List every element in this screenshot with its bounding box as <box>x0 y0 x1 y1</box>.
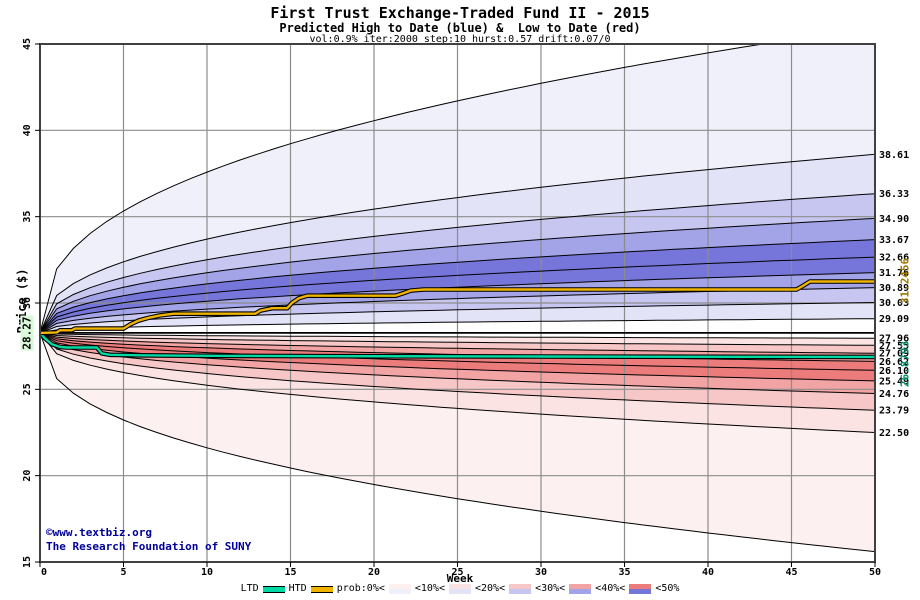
svg-text:40: 40 <box>702 567 714 578</box>
legend-band-label-1: <20%< <box>474 583 506 594</box>
x-axis-label: Week <box>446 572 474 585</box>
legend-band-label-4: <50% <box>655 583 680 594</box>
svg-text:36.33: 36.33 <box>879 189 909 200</box>
legend-ltd-swatch <box>262 585 285 593</box>
svg-text:33.67: 33.67 <box>879 235 909 246</box>
chart-subtitle: Predicted High to Date (blue) & Low to D… <box>279 21 641 35</box>
svg-text:20: 20 <box>368 567 380 578</box>
probability-bands <box>40 44 875 562</box>
svg-text:35: 35 <box>618 567 630 578</box>
simulation-params: vol:0.9% iter:2000 step:10 hurst:0.57 dr… <box>309 34 611 45</box>
legend-prob-label: prob:0%< <box>336 583 385 594</box>
svg-text:10: 10 <box>201 567 213 578</box>
svg-text:45: 45 <box>785 567 797 578</box>
legend-band-label-0: <10%< <box>414 583 445 594</box>
svg-text:27.96: 27.96 <box>879 334 909 345</box>
right-axis-labels: 38.61 36.33 34.90 33.67 32.66 31.76 30.89 30.03… <box>879 150 909 439</box>
legend-band-swatch-0 <box>388 584 411 594</box>
htd-line <box>40 279 875 336</box>
svg-text:0: 0 <box>41 567 47 578</box>
svg-text:45: 45 <box>22 38 33 50</box>
svg-text:38.61: 38.61 <box>879 150 909 161</box>
svg-text:30: 30 <box>22 297 33 309</box>
legend-htd-swatch <box>310 585 333 593</box>
svg-text:32.66: 32.66 <box>879 253 909 264</box>
svg-text:27.55: 27.55 <box>879 341 909 352</box>
svg-text:34.90: 34.90 <box>879 214 909 225</box>
ltd-line <box>40 331 875 360</box>
svg-text:15: 15 <box>284 567 296 578</box>
svg-text:26.10: 26.10 <box>879 366 909 377</box>
svg-text:25: 25 <box>22 383 33 395</box>
svg-text:25: 25 <box>451 567 463 578</box>
axis-tick-labels: 0 5 10 15 20 25 30 35 40 45 50 15 20 25 30 35 40 45 <box>22 38 881 578</box>
svg-text:15: 15 <box>22 556 33 568</box>
svg-text:27.09: 27.09 <box>879 349 909 360</box>
svg-text:40: 40 <box>22 124 33 136</box>
svg-text:30.03: 30.03 <box>879 298 909 309</box>
legend-band-label-3: <40%< <box>595 583 626 594</box>
watermark-line1: ©www.textbiz.org <box>46 526 152 539</box>
start-price-label: 28.27 <box>20 315 34 351</box>
svg-text:30: 30 <box>535 567 547 578</box>
legend-band-swatch-4 <box>629 584 652 594</box>
svg-text:31.76: 31.76 <box>879 268 909 279</box>
svg-text:24.76: 24.76 <box>879 389 909 400</box>
legend-band-label-2: <30%< <box>535 583 566 594</box>
legend-ltd-label: LTD <box>240 583 259 594</box>
watermark: ©www.textbiz.org The Research Foundation… <box>46 526 251 554</box>
svg-text:22.50: 22.50 <box>879 428 909 439</box>
svg-text:25.49: 25.49 <box>879 376 909 387</box>
svg-text:50: 50 <box>869 567 881 578</box>
htd-final-value-label: 31.2456 <box>898 257 912 305</box>
svg-text:23.79: 23.79 <box>879 406 909 417</box>
svg-text:29.09: 29.09 <box>879 314 909 325</box>
chart-title: First Trust Exchange-Traded Fund II - 20… <box>270 4 650 22</box>
legend-band-swatch-3 <box>569 584 592 594</box>
legend-band-swatch-1 <box>448 584 471 594</box>
svg-text:30.89: 30.89 <box>879 283 909 294</box>
axis-ticks <box>35 43 876 567</box>
svg-text:5: 5 <box>120 567 126 578</box>
ltd-final-value-label: 26.8793 <box>898 340 912 388</box>
svg-text:26.62: 26.62 <box>879 357 909 368</box>
watermark-line2: The Research Foundation of SUNY <box>46 540 252 553</box>
svg-text:20: 20 <box>22 470 33 482</box>
legend: LTD HTD prob:0%< <10%< <20%< <30%< <40%< <50% <box>0 583 920 595</box>
legend-htd-label: HTD <box>288 583 307 594</box>
legend-band-swatch-2 <box>509 584 532 594</box>
svg-text:35: 35 <box>22 211 33 223</box>
